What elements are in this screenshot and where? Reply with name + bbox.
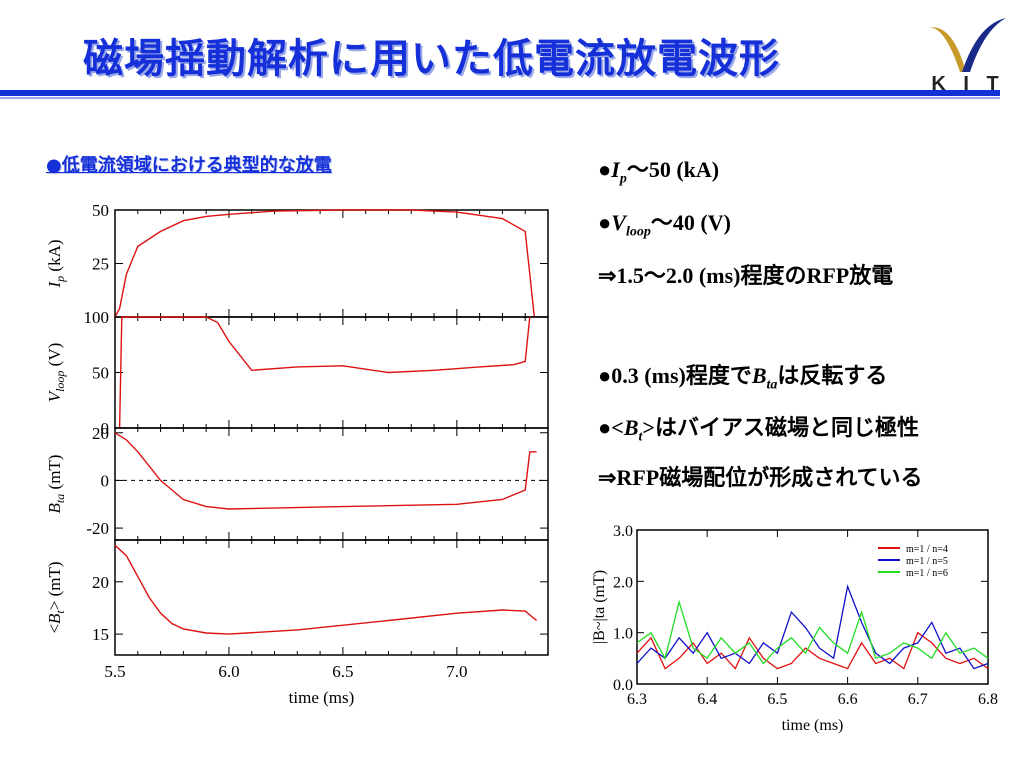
bullet-loop-voltage: ●Vloop～40 (V) <box>598 205 731 240</box>
y-label-subscript: t <box>53 610 67 614</box>
bullet-text: は反転する <box>777 363 888 388</box>
logo-gold-swoosh <box>928 27 966 72</box>
y-axis-label-4: <Bt> (mT) <box>45 561 67 633</box>
bullet-mark: ● <box>598 157 612 182</box>
y-tick-label: 1.0 <box>613 626 633 643</box>
bullet-rfp-configuration: ⇒RFP磁場配位が形成されている <box>598 460 923 492</box>
logo-blue-swoosh <box>962 18 1006 72</box>
y-label-unit: (kA) <box>45 239 64 275</box>
y-tick-label: -20 <box>86 519 109 538</box>
x-axis-label: time (ms) <box>289 688 355 707</box>
trace-line-2 <box>118 316 531 429</box>
x-tick-label: 6.6 <box>838 691 858 708</box>
y-label-unit: (V) <box>45 343 64 371</box>
x-tick-label: 6.7 <box>908 691 928 708</box>
y-label-symbol: B <box>45 502 64 513</box>
title-underline-shadow <box>0 97 1000 99</box>
x-tick-label: 6.0 <box>218 662 239 681</box>
y-label-bracket: > <box>45 601 64 611</box>
y-label-subscript: p <box>53 276 67 283</box>
symbol: V <box>611 210 626 235</box>
y-tick-label: 100 <box>84 308 110 327</box>
legend-label: m=1 / n=6 <box>906 568 948 579</box>
y-label-symbol: V <box>45 389 64 402</box>
trace-line-3 <box>114 432 537 510</box>
bullet-mark: ● <box>598 210 612 235</box>
legend-label: m=1 / n=4 <box>906 544 948 555</box>
y-tick-label: 0.0 <box>613 677 633 694</box>
bullet-text: ⇒RFP磁場配位が形成されている <box>598 465 923 490</box>
y-label-bracket: < <box>45 624 64 634</box>
y-tick-label: 20 <box>92 424 109 443</box>
fluctuation-amplitude-chart: 6.3 6.4 6.5 6.6 6.7 6.83.02.01.00.0m=1 / n=4m… <box>591 523 998 734</box>
series-line-6 <box>636 599 989 665</box>
y-tick-label: 50 <box>92 364 109 383</box>
symbol: B <box>751 363 767 388</box>
y-label-subscript: loop <box>53 371 67 392</box>
bullet-plasma-current: ●Ip～50 (kA) <box>598 152 719 187</box>
bullet-text: ～40 (V) <box>650 210 731 235</box>
y-axis-label-3: Bta (mT) <box>45 455 67 514</box>
x-tick-label: 6.4 <box>697 691 717 708</box>
trace-line-1 <box>114 209 535 318</box>
symbol: B <box>623 415 639 440</box>
y-label-symbol: I <box>45 281 64 289</box>
y-tick-label: 25 <box>92 255 109 274</box>
panel-frame-1 <box>114 209 549 318</box>
kit-logo: K I T <box>922 14 1014 95</box>
bullet-text: ⇒1.5～2.0 (ms)程度のRFP放電 <box>598 263 894 288</box>
symbol-subscript: ta <box>766 377 778 393</box>
y-label-unit: (mT) <box>45 455 64 494</box>
x-tick-label: 6.3 <box>627 691 647 708</box>
bullet-text: ～50 (kA) <box>626 157 720 182</box>
x-tick-label: 6.8 <box>978 691 998 708</box>
y-label-symbol: B <box>45 613 64 624</box>
bullet-text: >はバイアス磁場と同じ極性 <box>642 415 919 440</box>
y-tick-label: 3.0 <box>613 523 633 540</box>
symbol-subscript: loop <box>625 224 651 240</box>
title-underline <box>0 90 1000 96</box>
x-tick-label: 6.5 <box>332 662 353 681</box>
y-tick-label: 20 <box>92 573 109 592</box>
y-tick-label: 0 <box>101 419 110 438</box>
x-tick-label: 7.0 <box>446 662 467 681</box>
y-tick-label: 2.0 <box>613 574 633 591</box>
x-tick-label: 6.5 <box>767 691 787 708</box>
trace-line-4 <box>114 544 538 635</box>
y-tick-label: 0 <box>101 471 110 490</box>
x-tick-label: 5.5 <box>104 662 125 681</box>
symbol: I <box>611 157 620 182</box>
series-line-4 <box>636 631 989 670</box>
kit-logo-graphic: K I T <box>928 18 1006 95</box>
bullet-text: ●< <box>598 415 624 440</box>
legend-label: m=1 / n=5 <box>906 556 948 567</box>
bullet-bta-reversal: ●0.3 (ms)程度でBtaは反転する <box>598 358 887 393</box>
y-tick-label: 15 <box>92 625 109 644</box>
symbol-subscript: p <box>619 171 627 187</box>
panel-frame-2 <box>114 316 549 429</box>
panel-frame-4 <box>114 539 549 656</box>
y-axis-label-2: Vloop (V) <box>45 343 67 403</box>
logo-text: K I T <box>931 73 1004 94</box>
y-axis-label: |B~|ta (mT) <box>591 570 608 644</box>
x-axis-label: time (ms) <box>782 717 844 734</box>
bullet-text: ●0.3 (ms)程度で <box>598 363 752 388</box>
y-axis-label-1: Ip (kA) <box>45 239 67 288</box>
bullet-bt-polarity: ●<Bt>はバイアス磁場と同じ極性 <box>598 410 919 445</box>
y-label-unit: (mT) <box>45 561 64 600</box>
series-line-5 <box>636 584 989 670</box>
y-label-subscript: ta <box>53 494 67 503</box>
symbol-subscript: t <box>638 429 643 445</box>
panel-frame-3 <box>114 427 549 541</box>
bullet-rfp-duration: ⇒1.5～2.0 (ms)程度のRFP放電 <box>598 258 893 290</box>
slide-title: 磁場揺動解析に用いた低電流放電波形 <box>83 36 780 82</box>
section-subtitle: ●低電流領域における典型的な放電 <box>46 155 332 176</box>
y-tick-label: 50 <box>92 201 109 220</box>
chart-frame <box>636 529 989 685</box>
